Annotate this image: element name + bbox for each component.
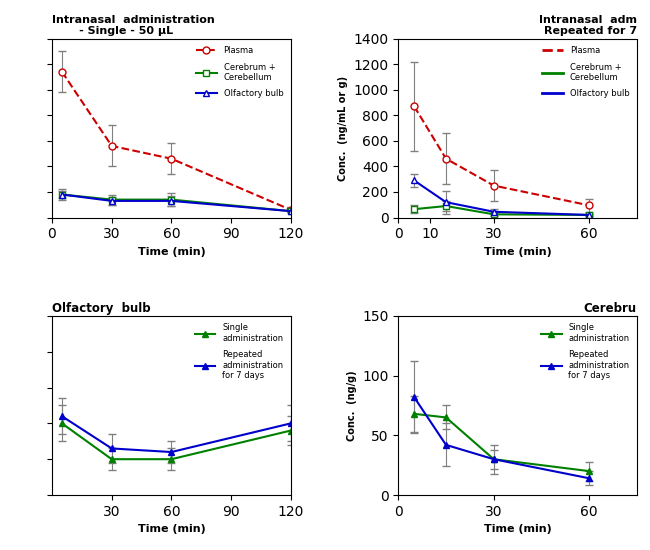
Text: Olfactory  bulb: Olfactory bulb xyxy=(52,302,151,315)
X-axis label: Time (min): Time (min) xyxy=(138,524,205,534)
Y-axis label: Conc.  (ng/g): Conc. (ng/g) xyxy=(346,370,357,441)
X-axis label: Time (min): Time (min) xyxy=(484,247,551,257)
Legend: Plasma, Cerebrum +
Cerebellum, Olfactory bulb: Plasma, Cerebrum + Cerebellum, Olfactory… xyxy=(539,43,633,102)
Legend: Single
administration, Repeated
administration
for 7 days: Single administration, Repeated administ… xyxy=(191,320,287,383)
X-axis label: Time (min): Time (min) xyxy=(484,524,551,534)
Legend: Plasma, Cerebrum +
Cerebellum, Olfactory bulb: Plasma, Cerebrum + Cerebellum, Olfactory… xyxy=(192,43,287,102)
Text: Intranasal  adm
Repeated for 7: Intranasal adm Repeated for 7 xyxy=(539,15,637,36)
Legend: Single
administration, Repeated
administration
for 7 days: Single administration, Repeated administ… xyxy=(538,320,633,383)
Y-axis label: Conc.  (ng/mL or g): Conc. (ng/mL or g) xyxy=(338,75,348,180)
Text: Intranasal  administration
       - Single - 50 μL: Intranasal administration - Single - 50 … xyxy=(52,15,214,36)
X-axis label: Time (min): Time (min) xyxy=(138,247,205,257)
Text: Cerebru: Cerebru xyxy=(584,302,637,315)
